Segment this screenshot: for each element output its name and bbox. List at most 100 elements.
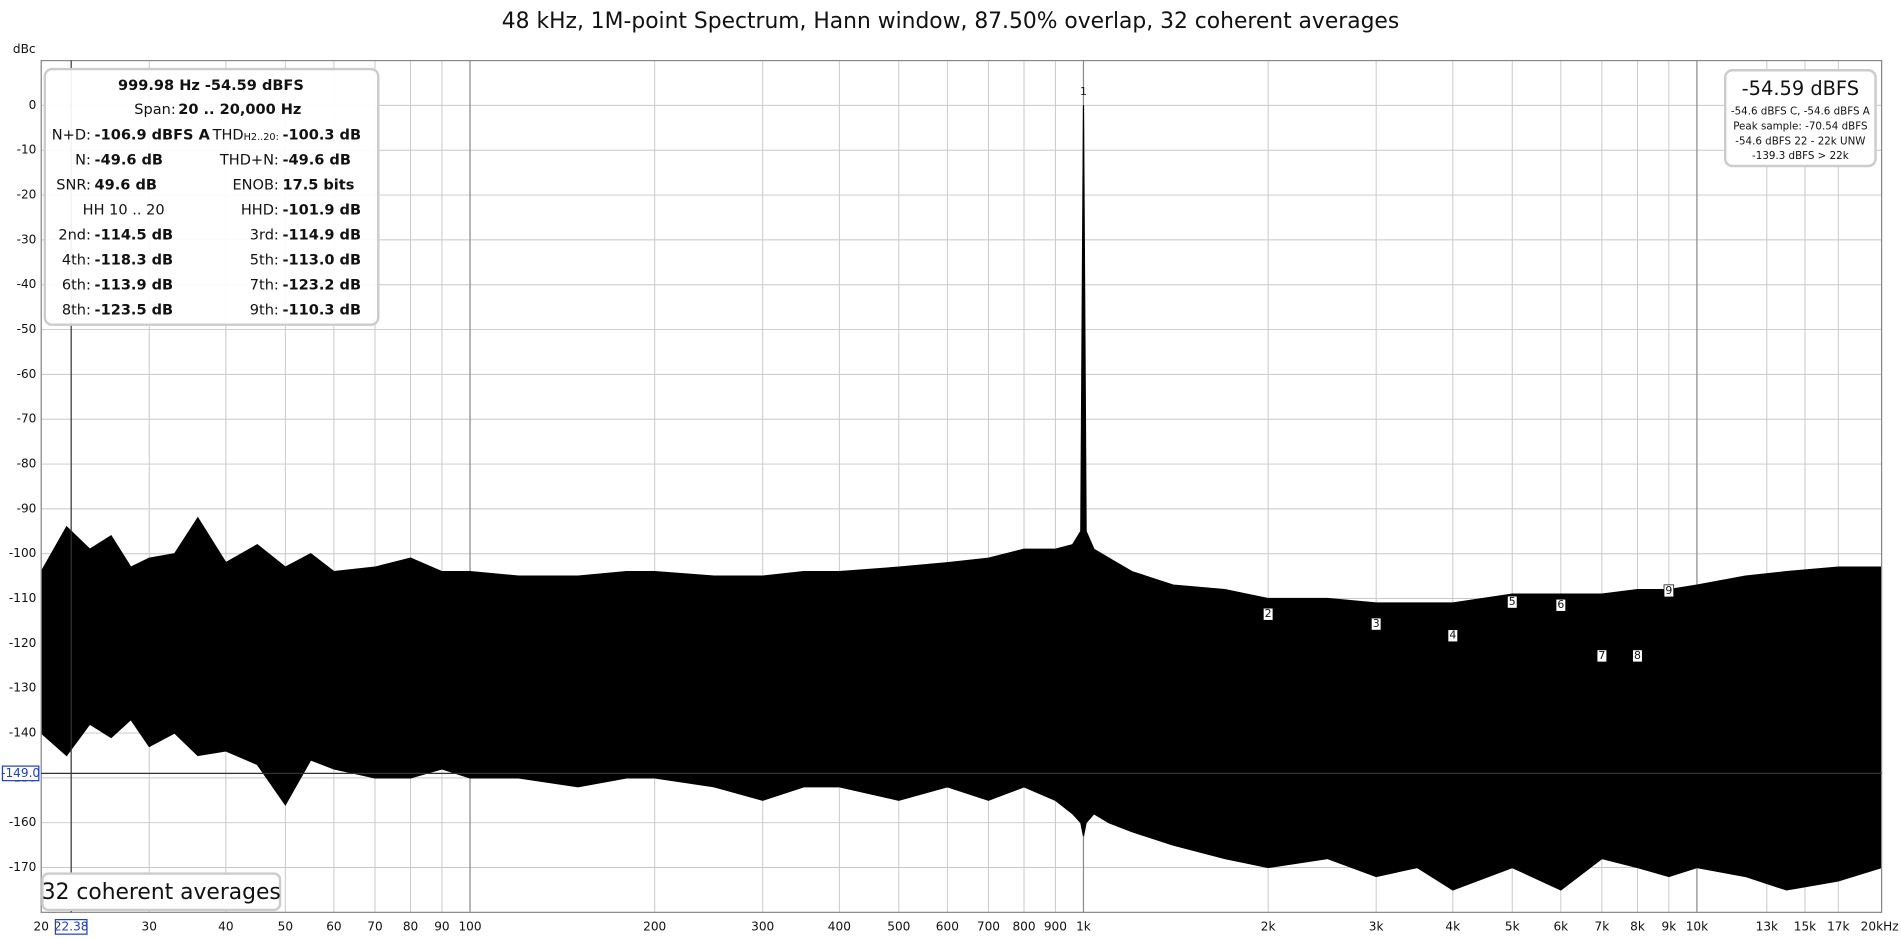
readout-label: HHD: [241,203,279,219]
overlay: 22.38 -149.0 999.98 Hz -54.59 dBFS Span: 20 … [1,60,1882,935]
x-tick-label: 5k [1505,919,1520,933]
y-tick-label: -50 [17,322,37,336]
x-tick-label: 4k [1445,919,1460,933]
y-tick-label: -100 [9,546,36,560]
marker-box [1262,607,1274,621]
x-tick-label: 1k [1076,919,1091,933]
readout-label: N: [75,153,91,169]
readout-label: 9th: [250,302,279,318]
x-tick-label: 900 [1044,919,1067,933]
x-tick-label: 200 [643,919,666,933]
x-tick-label: 40 [218,919,233,933]
harmonic-marker: 5 [1507,595,1518,609]
x-tick-label: 9k [1661,919,1676,933]
harmonic-marker: 8 [1632,649,1643,663]
x-tick-label: 600 [936,919,959,933]
marker-label: 5 [1509,595,1516,608]
marker-label: 8 [1634,649,1641,662]
x-tick-label: 13k [1756,919,1778,933]
x-tick-label: 90 [434,919,449,933]
x-tick-label: 700 [977,919,1000,933]
harmonic-marker: 1 [1080,85,1087,98]
y-tick-label: -160 [9,815,36,829]
readout-value: -123.5 dB [95,302,174,318]
y-tick-label: -90 [17,501,37,515]
harmonic-marker: 6 [1555,598,1567,612]
readout-value: -114.5 dB [95,228,174,244]
level-line: -54.6 dBFS 22 - 22k UNW [1735,135,1865,147]
x-tick-label: 80 [403,919,418,933]
readout-label: 3rd: [250,228,279,244]
marker-box [1663,584,1675,598]
readout-value: -114.9 dB [282,228,361,244]
x-tick-label: 100 [458,919,481,933]
harmonic-marker: 2 [1262,607,1274,621]
readout-label: 2nd: [58,228,91,244]
harmonic-marker: 3 [1370,617,1382,631]
readout-label: Span: [134,102,175,118]
y-tick-label: 0 [29,98,37,112]
level-box [1723,69,1877,168]
level-main: -54.59 dBFS [1742,77,1859,100]
y-tick-label: -80 [17,457,37,471]
level-line: Peak sample: -70.54 dBFS [1733,120,1867,132]
y-tick-label: -40 [17,277,37,291]
x-tick-label: 60 [326,919,341,933]
marker-box [1632,649,1643,663]
y-tick-label: -130 [9,681,36,695]
readout-label: 7th: [250,277,279,293]
spectrum-envelope [40,105,1882,604]
y-tick-label: -140 [9,726,36,740]
readout-label: THD+N: [219,153,279,169]
averages-box [41,872,282,912]
band-fill [41,105,1882,890]
readout-sub: H2..20: [244,132,279,143]
harmonic-marker: 7 [1596,649,1608,663]
x-tick-label: 8k [1630,919,1645,933]
readout-value: -49.6 dB [95,153,163,169]
x-tick-label: 15k [1794,919,1816,933]
spectrum-envelope [40,718,1882,891]
level-line: -139.3 dBFS > 22k [1752,150,1849,162]
cursor-y-label: -149.0 [1,766,40,780]
plot-frame [40,59,1883,913]
x-tick-label: 10k [1686,919,1708,933]
readout-value: -101.9 dB [282,203,361,219]
readout-label: THD [212,128,244,144]
y-tick-label: -10 [17,143,37,157]
marker-label: 9 [1665,584,1672,597]
readout-label: 8th: [62,302,91,318]
y-tick-label: -110 [9,591,36,605]
marker-box [1370,617,1382,631]
marker-label: 7 [1598,649,1605,662]
readout-label: ENOB: [232,178,278,194]
readout-value: 17.5 bits [282,178,354,194]
level-line: -54.6 dBFS C, -54.6 dBFS A [1731,105,1870,117]
cursor-y-box [1,765,40,782]
x-tick-label: 20kHz [1861,919,1899,933]
y-tick-label: -20 [17,188,37,202]
harmonic-marker: 9 [1663,584,1675,598]
readout-label: 4th: [62,252,91,268]
x-tick-label: 3k [1369,919,1384,933]
x-tick-label: 800 [1012,919,1035,933]
x-tick-label: 400 [828,919,851,933]
y-tick-label: -30 [17,232,37,246]
readout-value: 20 .. 20,000 Hz [178,102,301,118]
x-tick-label: 2k [1261,919,1276,933]
readout-label: 5th: [250,252,279,268]
marker-label: 2 [1265,607,1272,620]
readout-value: -49.6 dB [282,153,350,169]
x-tick-label: 6k [1553,919,1568,933]
readout-label: SNR: [56,178,91,194]
readout-value: -123.2 dB [282,277,361,293]
x-tick-label: 17k [1827,919,1849,933]
readout-value: -100.3 dB [282,128,361,144]
readout-value: -106.9 dBFS A [95,128,211,144]
y-unit: dBc [13,42,36,56]
x-tick-label: 70 [367,919,382,933]
marker-label: 1 [1080,85,1087,98]
averages-label: 32 coherent averages [42,880,281,905]
cursor-x-label: 22.38 [54,919,89,933]
